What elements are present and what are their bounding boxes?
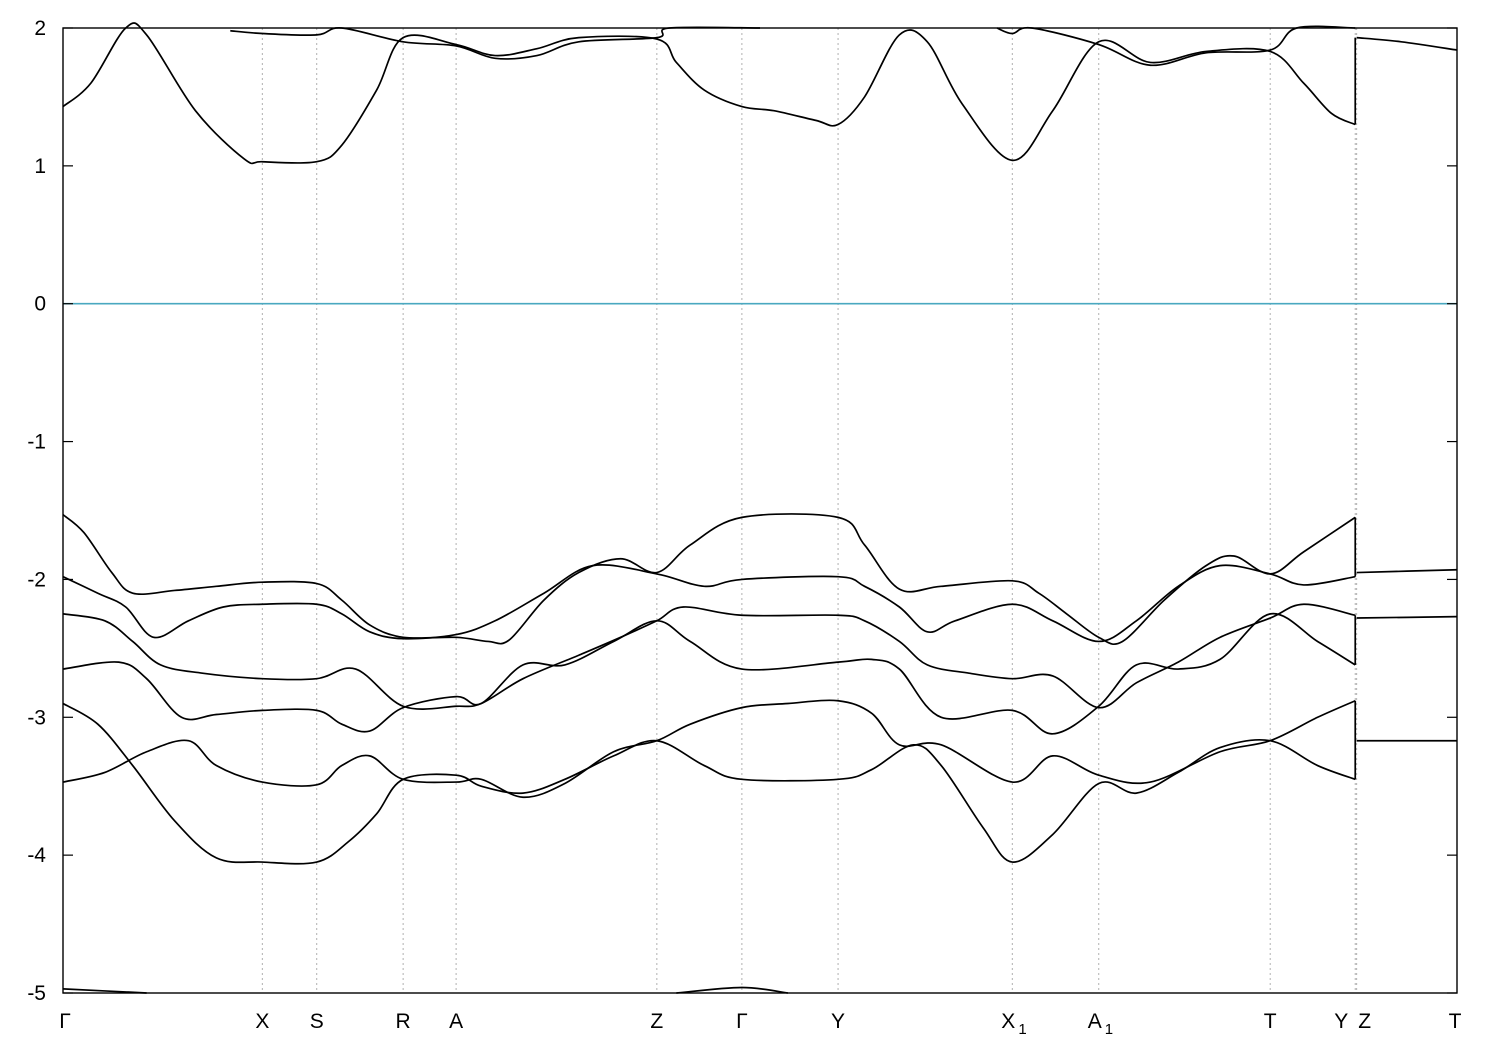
k-point-gridlines	[261, 28, 1358, 993]
band-line-11	[1356, 568, 1458, 574]
y-tick-label: 2	[34, 17, 46, 40]
band-line-3	[996, 25, 1356, 67]
x-tick-label: A	[449, 1010, 463, 1033]
y-tick-label: -3	[27, 706, 46, 729]
y-tick-label: -2	[27, 568, 46, 591]
x-tick-label: Γ	[736, 1010, 748, 1033]
x-tick-label: S	[310, 1010, 324, 1033]
band-line-7	[62, 603, 1356, 710]
y-tick-label: -1	[27, 431, 46, 454]
band-line-15	[676, 986, 788, 994]
band-line-1	[62, 22, 1356, 165]
x-tick-subscript: 1	[1105, 1021, 1113, 1038]
band-line-6	[62, 564, 1356, 643]
y-tick-label: 1	[34, 155, 46, 178]
band-line-2	[230, 26, 761, 60]
x-tick-label: Y	[1334, 1010, 1348, 1033]
y-tick-label: -5	[27, 982, 46, 1005]
band-line-10	[62, 699, 1356, 799]
plot-frame	[62, 27, 1458, 994]
x-tick-label: R	[396, 1010, 411, 1033]
y-tick-label: -4	[27, 844, 46, 867]
x-tick-label: Y	[831, 1010, 845, 1033]
band-line-12	[1356, 615, 1458, 619]
x-tick-label: T	[1449, 1010, 1462, 1033]
band-line-9	[62, 702, 1356, 865]
x-tick-label: A	[1088, 1010, 1102, 1033]
x-tick-label: Z	[650, 1010, 663, 1033]
x-tick-subscript: 1	[1018, 1021, 1026, 1038]
y-axis: -5 -4 -3 -2 -1 0 1 2	[27, 17, 1457, 1005]
x-tick-label: X	[1001, 1010, 1015, 1033]
band-line-8	[62, 613, 1356, 735]
y-tick-label: 0	[34, 293, 46, 316]
x-tick-label: Z	[1358, 1010, 1371, 1033]
band-line-5	[62, 513, 1356, 645]
x-tick-label: T	[1264, 1010, 1277, 1033]
band-line-4	[1356, 36, 1458, 51]
x-tick-label: X	[255, 1010, 269, 1033]
x-tick-label: Γ	[59, 1010, 71, 1033]
energy-bands	[62, 22, 1458, 994]
